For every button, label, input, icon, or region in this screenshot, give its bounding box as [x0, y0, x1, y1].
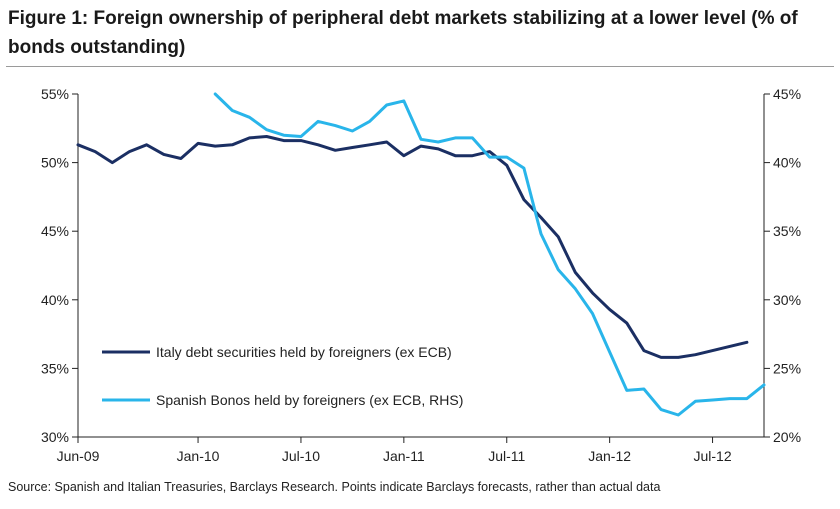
y-right-tick-label: 25% — [773, 360, 801, 376]
spain-series-line — [213, 92, 766, 417]
y-right-tick-label: 30% — [773, 292, 801, 308]
chart-axes — [72, 93, 770, 443]
y-left-tick-label: 40% — [41, 292, 69, 308]
chart-canvas: 30% 35% 40% 45% 50% 55% 20% 25% 30% 35% 40% 45% Jun-… — [41, 86, 801, 464]
chart-tick-labels: 30% 35% 40% 45% 50% 55% 20% 25% 30% 35% 40% 45% Jun-… — [41, 86, 801, 464]
y-right-tick-label: 40% — [773, 155, 801, 171]
y-left-tick-label: 45% — [41, 223, 69, 239]
chart-title: Figure 1: Foreign ownership of periphera… — [8, 8, 798, 58]
y-left-tick-label: 55% — [41, 86, 69, 102]
x-tick-label: Jan-10 — [177, 448, 220, 464]
x-tick-label: Jan-12 — [588, 448, 631, 464]
x-tick-label: Jul-10 — [282, 448, 320, 464]
chart-legend: Italy debt securities held by foreigners… — [102, 344, 463, 408]
y-right-tick-label: 20% — [773, 429, 801, 445]
chart-series-lines — [76, 92, 766, 417]
x-tick-label: Jun-09 — [57, 448, 100, 464]
y-right-tick-label: 35% — [773, 223, 801, 239]
y-left-tick-label: 35% — [41, 360, 69, 376]
title-divider — [6, 66, 834, 67]
y-left-tick-label: 30% — [41, 429, 69, 445]
legend-label-spain: Spanish Bonos held by foreigners (ex ECB… — [156, 392, 463, 408]
y-left-tick-label: 50% — [41, 155, 69, 171]
x-tick-label: Jan-11 — [383, 448, 425, 464]
x-tick-label: Jul-12 — [693, 448, 731, 464]
source-note: Source: Spanish and Italian Treasuries, … — [8, 480, 661, 494]
legend-label-italy: Italy debt securities held by foreigners… — [156, 344, 452, 360]
x-tick-label: Jul-11 — [488, 448, 525, 464]
italy-series-line — [76, 135, 749, 359]
y-right-tick-label: 45% — [773, 86, 801, 102]
